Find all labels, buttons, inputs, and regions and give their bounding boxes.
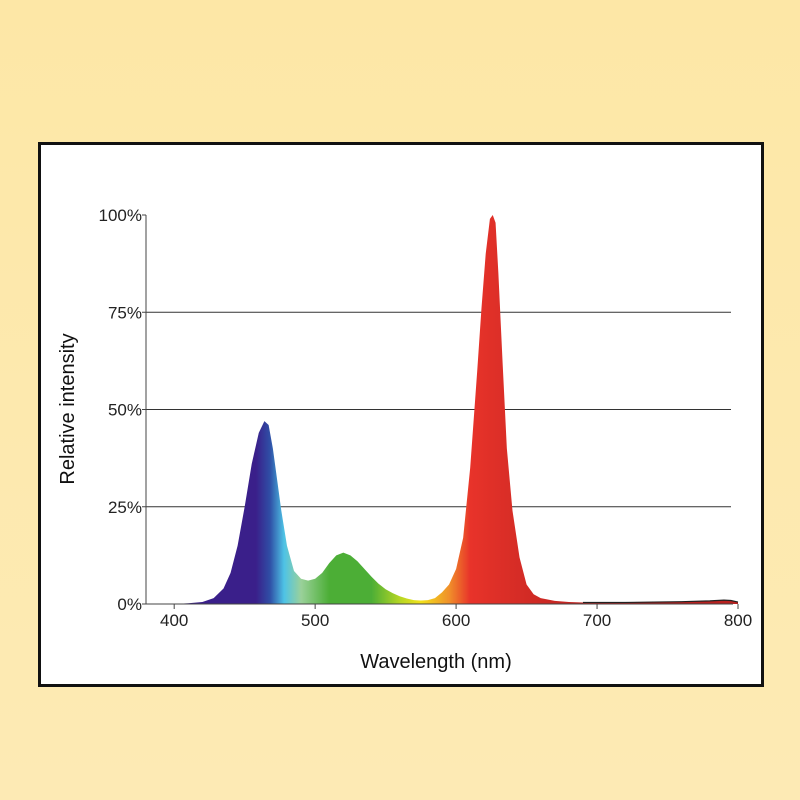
x-ticks: 400 500 600 700 800 bbox=[160, 604, 752, 630]
x-tick-label: 400 bbox=[160, 611, 188, 630]
x-tick-label: 800 bbox=[724, 611, 752, 630]
spectrum-chart: 0% 25% 50% 75% 100% 400 500 600 700 800 Waveleng… bbox=[57, 206, 752, 673]
y-axis-title: Relative intensity bbox=[57, 333, 79, 484]
chart-card: 0% 25% 50% 75% 100% 400 500 600 700 800 Waveleng… bbox=[38, 142, 764, 687]
y-tick-label: 100% bbox=[99, 206, 142, 225]
y-tick-label: 0% bbox=[117, 595, 142, 614]
x-tick-label: 600 bbox=[442, 611, 470, 630]
spectrum-tail bbox=[582, 599, 739, 604]
x-tick-label: 700 bbox=[583, 611, 611, 630]
y-tick-label: 75% bbox=[108, 303, 142, 322]
y-ticks: 0% 25% 50% 75% 100% bbox=[99, 206, 146, 614]
y-tick-label: 50% bbox=[108, 401, 142, 420]
y-tick-label: 25% bbox=[108, 498, 142, 517]
x-axis-title: Wavelength (nm) bbox=[360, 651, 512, 673]
grid-lines bbox=[146, 311, 731, 508]
x-tick-label: 500 bbox=[301, 611, 329, 630]
